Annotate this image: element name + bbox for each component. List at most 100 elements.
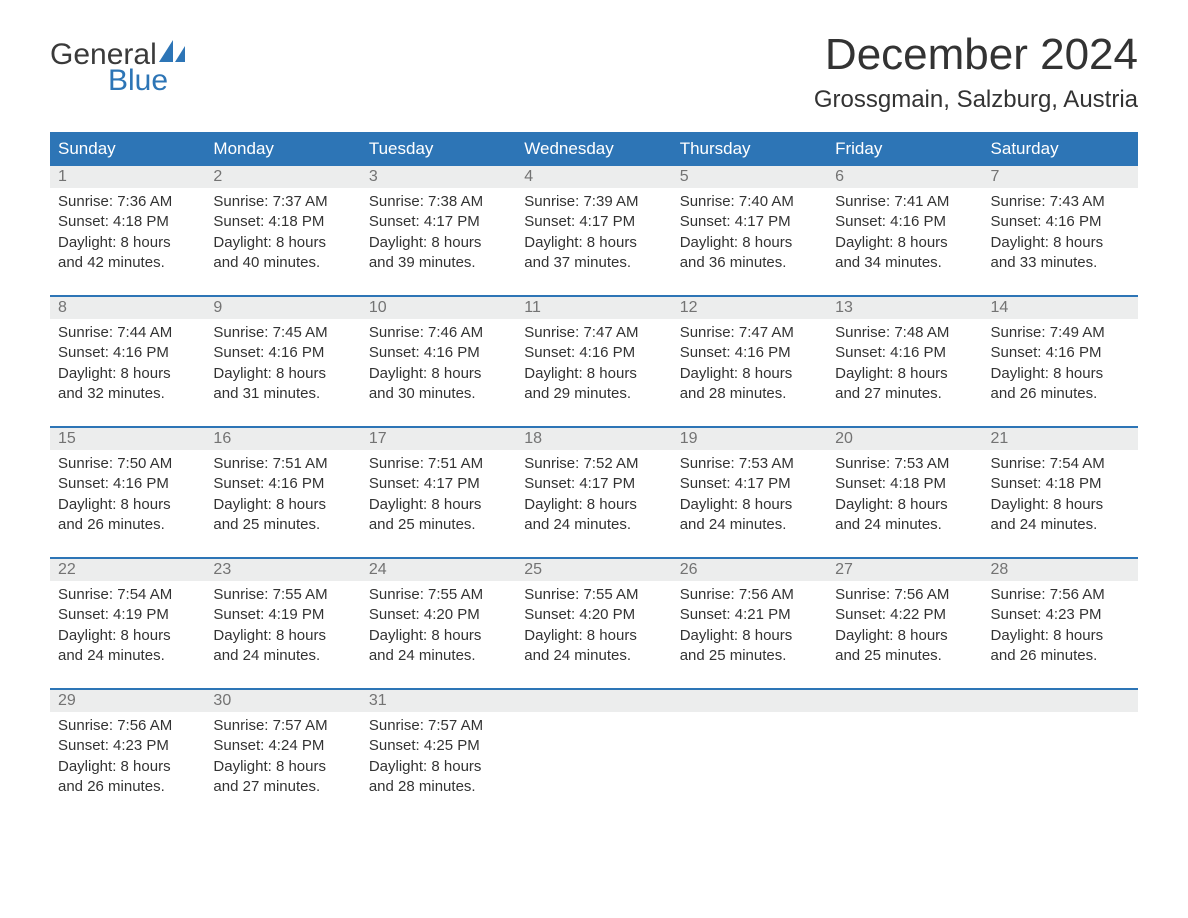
daylight-line1: Daylight: 8 hours (524, 495, 663, 515)
calendar-day: 20Sunrise: 7:53 AMSunset: 4:18 PMDayligh… (827, 428, 982, 541)
daylight-line2: and 24 minutes. (213, 646, 352, 666)
daylight-line2: and 42 minutes. (58, 253, 197, 273)
daylight-line1: Daylight: 8 hours (991, 233, 1130, 253)
day-details: Sunrise: 7:54 AMSunset: 4:19 PMDaylight:… (50, 581, 205, 666)
sunset-line: Sunset: 4:18 PM (58, 212, 197, 232)
daylight-line1: Daylight: 8 hours (835, 626, 974, 646)
day-details: Sunrise: 7:55 AMSunset: 4:20 PMDaylight:… (516, 581, 671, 666)
sunrise-line: Sunrise: 7:48 AM (835, 323, 974, 343)
daylight-line2: and 30 minutes. (369, 384, 508, 404)
day-number: 14 (983, 297, 1138, 319)
day-details: Sunrise: 7:44 AMSunset: 4:16 PMDaylight:… (50, 319, 205, 404)
daylight-line2: and 28 minutes. (680, 384, 819, 404)
weekday-header: Thursday (672, 132, 827, 166)
calendar-week: 1Sunrise: 7:36 AMSunset: 4:18 PMDaylight… (50, 166, 1138, 279)
calendar-day (827, 690, 982, 803)
day-number: 28 (983, 559, 1138, 581)
sunset-line: Sunset: 4:16 PM (524, 343, 663, 363)
daylight-line1: Daylight: 8 hours (58, 757, 197, 777)
daylight-line1: Daylight: 8 hours (524, 626, 663, 646)
sunset-line: Sunset: 4:22 PM (835, 605, 974, 625)
calendar-day: 23Sunrise: 7:55 AMSunset: 4:19 PMDayligh… (205, 559, 360, 672)
calendar-week: 15Sunrise: 7:50 AMSunset: 4:16 PMDayligh… (50, 426, 1138, 541)
sunset-line: Sunset: 4:17 PM (524, 212, 663, 232)
day-details: Sunrise: 7:54 AMSunset: 4:18 PMDaylight:… (983, 450, 1138, 535)
calendar-day: 29Sunrise: 7:56 AMSunset: 4:23 PMDayligh… (50, 690, 205, 803)
calendar-day: 10Sunrise: 7:46 AMSunset: 4:16 PMDayligh… (361, 297, 516, 410)
daylight-line1: Daylight: 8 hours (680, 495, 819, 515)
day-details: Sunrise: 7:52 AMSunset: 4:17 PMDaylight:… (516, 450, 671, 535)
sunset-line: Sunset: 4:17 PM (524, 474, 663, 494)
daylight-line1: Daylight: 8 hours (991, 364, 1130, 384)
day-details: Sunrise: 7:46 AMSunset: 4:16 PMDaylight:… (361, 319, 516, 404)
day-details: Sunrise: 7:56 AMSunset: 4:23 PMDaylight:… (50, 712, 205, 797)
brand-word2: Blue (108, 66, 187, 96)
calendar-day: 8Sunrise: 7:44 AMSunset: 4:16 PMDaylight… (50, 297, 205, 410)
daylight-line1: Daylight: 8 hours (835, 364, 974, 384)
daylight-line2: and 36 minutes. (680, 253, 819, 273)
day-number: 8 (50, 297, 205, 319)
daylight-line2: and 37 minutes. (524, 253, 663, 273)
daylight-line1: Daylight: 8 hours (213, 364, 352, 384)
sunset-line: Sunset: 4:20 PM (369, 605, 508, 625)
sunrise-line: Sunrise: 7:47 AM (680, 323, 819, 343)
sunrise-line: Sunrise: 7:36 AM (58, 192, 197, 212)
daylight-line1: Daylight: 8 hours (58, 495, 197, 515)
day-number: 11 (516, 297, 671, 319)
day-details: Sunrise: 7:48 AMSunset: 4:16 PMDaylight:… (827, 319, 982, 404)
weekday-header-row: SundayMondayTuesdayWednesdayThursdayFrid… (50, 132, 1138, 166)
day-details: Sunrise: 7:40 AMSunset: 4:17 PMDaylight:… (672, 188, 827, 273)
sunrise-line: Sunrise: 7:43 AM (991, 192, 1130, 212)
daylight-line2: and 24 minutes. (524, 646, 663, 666)
sunset-line: Sunset: 4:17 PM (369, 474, 508, 494)
sunrise-line: Sunrise: 7:52 AM (524, 454, 663, 474)
daylight-line2: and 27 minutes. (835, 384, 974, 404)
daylight-line2: and 26 minutes. (991, 384, 1130, 404)
sunrise-line: Sunrise: 7:54 AM (991, 454, 1130, 474)
daylight-line1: Daylight: 8 hours (213, 757, 352, 777)
calendar-week: 29Sunrise: 7:56 AMSunset: 4:23 PMDayligh… (50, 688, 1138, 803)
day-number: 3 (361, 166, 516, 188)
sunset-line: Sunset: 4:16 PM (835, 343, 974, 363)
daylight-line1: Daylight: 8 hours (213, 495, 352, 515)
calendar-day: 3Sunrise: 7:38 AMSunset: 4:17 PMDaylight… (361, 166, 516, 279)
daylight-line1: Daylight: 8 hours (213, 626, 352, 646)
daylight-line1: Daylight: 8 hours (369, 364, 508, 384)
sunrise-line: Sunrise: 7:49 AM (991, 323, 1130, 343)
sunset-line: Sunset: 4:16 PM (680, 343, 819, 363)
calendar-day: 31Sunrise: 7:57 AMSunset: 4:25 PMDayligh… (361, 690, 516, 803)
day-details: Sunrise: 7:56 AMSunset: 4:21 PMDaylight:… (672, 581, 827, 666)
calendar-day: 21Sunrise: 7:54 AMSunset: 4:18 PMDayligh… (983, 428, 1138, 541)
daylight-line2: and 31 minutes. (213, 384, 352, 404)
daylight-line2: and 39 minutes. (369, 253, 508, 273)
daylight-line1: Daylight: 8 hours (680, 233, 819, 253)
sunrise-line: Sunrise: 7:38 AM (369, 192, 508, 212)
day-details: Sunrise: 7:51 AMSunset: 4:16 PMDaylight:… (205, 450, 360, 535)
sunrise-line: Sunrise: 7:56 AM (835, 585, 974, 605)
day-number: 29 (50, 690, 205, 712)
day-number: 31 (361, 690, 516, 712)
daylight-line2: and 26 minutes. (58, 515, 197, 535)
calendar-day: 7Sunrise: 7:43 AMSunset: 4:16 PMDaylight… (983, 166, 1138, 279)
sunset-line: Sunset: 4:16 PM (369, 343, 508, 363)
daylight-line2: and 29 minutes. (524, 384, 663, 404)
sunrise-line: Sunrise: 7:56 AM (991, 585, 1130, 605)
calendar-day: 2Sunrise: 7:37 AMSunset: 4:18 PMDaylight… (205, 166, 360, 279)
sunrise-line: Sunrise: 7:51 AM (213, 454, 352, 474)
calendar-day: 11Sunrise: 7:47 AMSunset: 4:16 PMDayligh… (516, 297, 671, 410)
day-number: 20 (827, 428, 982, 450)
sunset-line: Sunset: 4:16 PM (58, 474, 197, 494)
daylight-line2: and 25 minutes. (213, 515, 352, 535)
calendar-day: 16Sunrise: 7:51 AMSunset: 4:16 PMDayligh… (205, 428, 360, 541)
daylight-line1: Daylight: 8 hours (524, 233, 663, 253)
sunrise-line: Sunrise: 7:45 AM (213, 323, 352, 343)
daylight-line2: and 25 minutes. (369, 515, 508, 535)
sunrise-line: Sunrise: 7:47 AM (524, 323, 663, 343)
day-details: Sunrise: 7:47 AMSunset: 4:16 PMDaylight:… (672, 319, 827, 404)
daylight-line1: Daylight: 8 hours (213, 233, 352, 253)
daylight-line2: and 27 minutes. (213, 777, 352, 797)
sunset-line: Sunset: 4:24 PM (213, 736, 352, 756)
calendar-day: 19Sunrise: 7:53 AMSunset: 4:17 PMDayligh… (672, 428, 827, 541)
calendar-day: 17Sunrise: 7:51 AMSunset: 4:17 PMDayligh… (361, 428, 516, 541)
calendar-day: 12Sunrise: 7:47 AMSunset: 4:16 PMDayligh… (672, 297, 827, 410)
